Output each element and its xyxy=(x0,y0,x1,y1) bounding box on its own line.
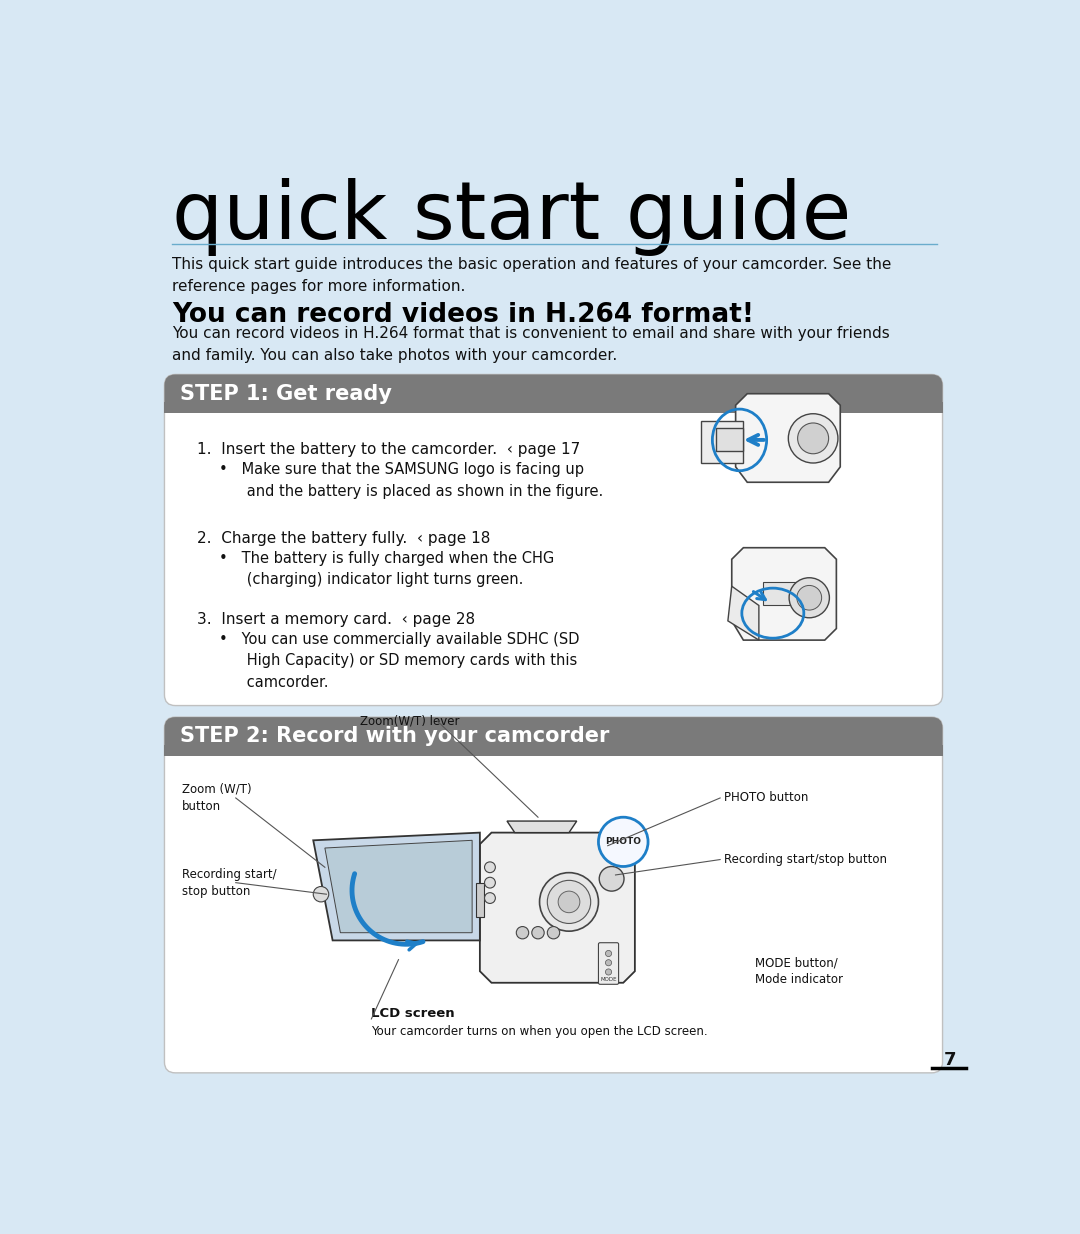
Text: Zoom (W/T)
button: Zoom (W/T) button xyxy=(181,782,252,813)
Polygon shape xyxy=(480,833,635,982)
Circle shape xyxy=(485,861,496,872)
Text: PHOTO button: PHOTO button xyxy=(724,791,808,805)
Text: •   The battery is fully charged when the CHG
      (charging) indicator light t: • The battery is fully charged when the … xyxy=(218,550,554,587)
FancyBboxPatch shape xyxy=(164,374,943,413)
Circle shape xyxy=(603,830,636,865)
Text: MODE button/
Mode indicator: MODE button/ Mode indicator xyxy=(755,956,843,986)
Polygon shape xyxy=(735,394,840,482)
Circle shape xyxy=(540,872,598,932)
Circle shape xyxy=(531,927,544,939)
FancyBboxPatch shape xyxy=(598,943,619,985)
Circle shape xyxy=(516,927,529,939)
Bar xyxy=(716,428,743,452)
Polygon shape xyxy=(313,833,480,940)
Circle shape xyxy=(548,880,591,923)
Circle shape xyxy=(599,866,624,891)
Circle shape xyxy=(606,960,611,966)
Text: MODE: MODE xyxy=(600,977,617,982)
Circle shape xyxy=(485,877,496,888)
Circle shape xyxy=(798,423,828,454)
Text: 1.  Insert the battery to the camcorder.  ‹ page 17: 1. Insert the battery to the camcorder. … xyxy=(197,442,580,458)
Circle shape xyxy=(598,817,648,866)
FancyBboxPatch shape xyxy=(164,717,943,755)
Text: •   You can use commercially available SDHC (SD
      High Capacity) or SD memor: • You can use commercially available SDH… xyxy=(218,632,579,690)
Text: STEP 1: Get ready: STEP 1: Get ready xyxy=(180,384,392,404)
Bar xyxy=(762,582,798,606)
Polygon shape xyxy=(325,840,472,933)
Text: Zoom(W/T) lever: Zoom(W/T) lever xyxy=(360,714,459,728)
Text: LCD screen: LCD screen xyxy=(372,1007,455,1021)
Circle shape xyxy=(558,891,580,913)
Circle shape xyxy=(485,892,496,903)
Polygon shape xyxy=(507,821,577,833)
FancyBboxPatch shape xyxy=(164,717,943,1072)
Text: 2.  Charge the battery fully.  ‹ page 18: 2. Charge the battery fully. ‹ page 18 xyxy=(197,531,490,545)
Bar xyxy=(164,745,943,755)
Bar xyxy=(701,421,743,463)
Text: This quick start guide introduces the basic operation and features of your camco: This quick start guide introduces the ba… xyxy=(172,258,892,294)
Circle shape xyxy=(797,585,822,610)
Circle shape xyxy=(788,413,838,463)
Text: 3.  Insert a memory card.  ‹ page 28: 3. Insert a memory card. ‹ page 28 xyxy=(197,612,475,627)
Text: Recording start/stop button: Recording start/stop button xyxy=(724,853,887,866)
FancyBboxPatch shape xyxy=(164,374,943,706)
Circle shape xyxy=(606,950,611,956)
Text: STEP 2: Record with your camcorder: STEP 2: Record with your camcorder xyxy=(180,727,609,747)
Text: You can record videos in H.264 format!: You can record videos in H.264 format! xyxy=(172,302,754,328)
Text: Your camcorder turns on when you open the LCD screen.: Your camcorder turns on when you open th… xyxy=(372,1024,708,1038)
Text: quick start guide: quick start guide xyxy=(172,178,851,257)
Text: •   Make sure that the SAMSUNG logo is facing up
      and the battery is placed: • Make sure that the SAMSUNG logo is fac… xyxy=(218,463,603,499)
Text: PHOTO: PHOTO xyxy=(605,838,642,847)
Circle shape xyxy=(789,578,829,618)
Polygon shape xyxy=(728,586,759,640)
Circle shape xyxy=(313,886,328,902)
Bar xyxy=(164,402,943,413)
Bar xyxy=(476,882,484,917)
Text: You can record videos in H.264 format that is convenient to email and share with: You can record videos in H.264 format th… xyxy=(172,326,890,363)
Text: Recording start/
stop button: Recording start/ stop button xyxy=(181,868,276,897)
Circle shape xyxy=(548,927,559,939)
Text: 7: 7 xyxy=(944,1051,957,1069)
Polygon shape xyxy=(732,548,836,640)
Circle shape xyxy=(606,969,611,975)
